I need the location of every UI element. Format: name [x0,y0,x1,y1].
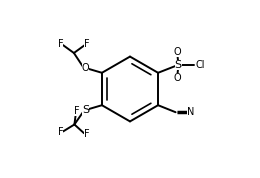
Text: F: F [74,106,79,116]
Text: Cl: Cl [196,60,205,70]
Text: O: O [173,72,181,83]
Text: F: F [58,39,63,49]
Text: S: S [82,105,89,115]
Text: O: O [173,47,181,57]
Text: F: F [57,127,63,137]
Text: F: F [84,39,90,49]
Text: N: N [187,107,194,117]
Text: F: F [84,129,90,139]
Text: S: S [175,60,182,70]
Text: O: O [82,63,89,73]
